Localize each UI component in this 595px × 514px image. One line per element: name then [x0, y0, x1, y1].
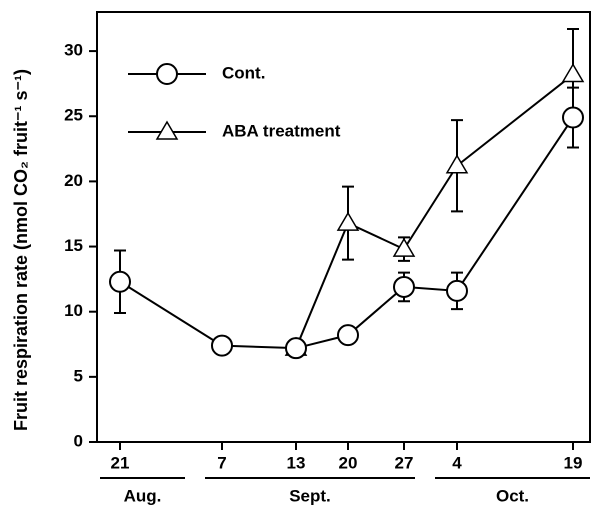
plot-frame	[96, 11, 591, 443]
y-tick-label: 0	[74, 431, 83, 450]
x-tick-label: 4	[452, 453, 462, 472]
x-tick-label: 19	[564, 453, 583, 472]
x-tick-label: 13	[287, 453, 306, 472]
data-point	[446, 279, 468, 302]
data-point	[285, 337, 307, 360]
x-tick-label: 27	[395, 453, 414, 472]
data-point	[562, 106, 584, 129]
data-point	[445, 154, 469, 174]
month-label: Oct.	[496, 486, 529, 505]
data-point	[109, 270, 131, 293]
x-tick-label: 7	[217, 453, 226, 472]
y-axis-label: Fruit respiration rate (nmol CO₂ fruit⁻¹…	[11, 69, 31, 431]
legend-label: Cont.	[222, 63, 265, 82]
y-tick-label: 5	[74, 366, 83, 385]
data-point	[392, 237, 416, 257]
x-tick-label: 21	[111, 453, 130, 472]
y-tick-label: 25	[64, 106, 83, 125]
legend-marker	[155, 120, 179, 140]
y-tick-label: 30	[64, 41, 83, 60]
y-tick-label: 10	[64, 301, 83, 320]
data-point	[336, 211, 360, 231]
month-label: Sept.	[289, 486, 331, 505]
y-tick-label: 15	[64, 236, 83, 255]
data-point	[561, 63, 585, 83]
data-point	[337, 324, 359, 347]
data-point	[393, 275, 415, 298]
x-tick-label: 20	[339, 453, 358, 472]
series-line	[295, 73, 574, 349]
legend-label: ABA treatment	[222, 121, 341, 140]
y-tick-label: 20	[64, 171, 83, 190]
series-line	[119, 116, 574, 350]
data-point	[211, 334, 233, 357]
month-label: Aug.	[124, 486, 162, 505]
legend-marker	[156, 63, 178, 85]
